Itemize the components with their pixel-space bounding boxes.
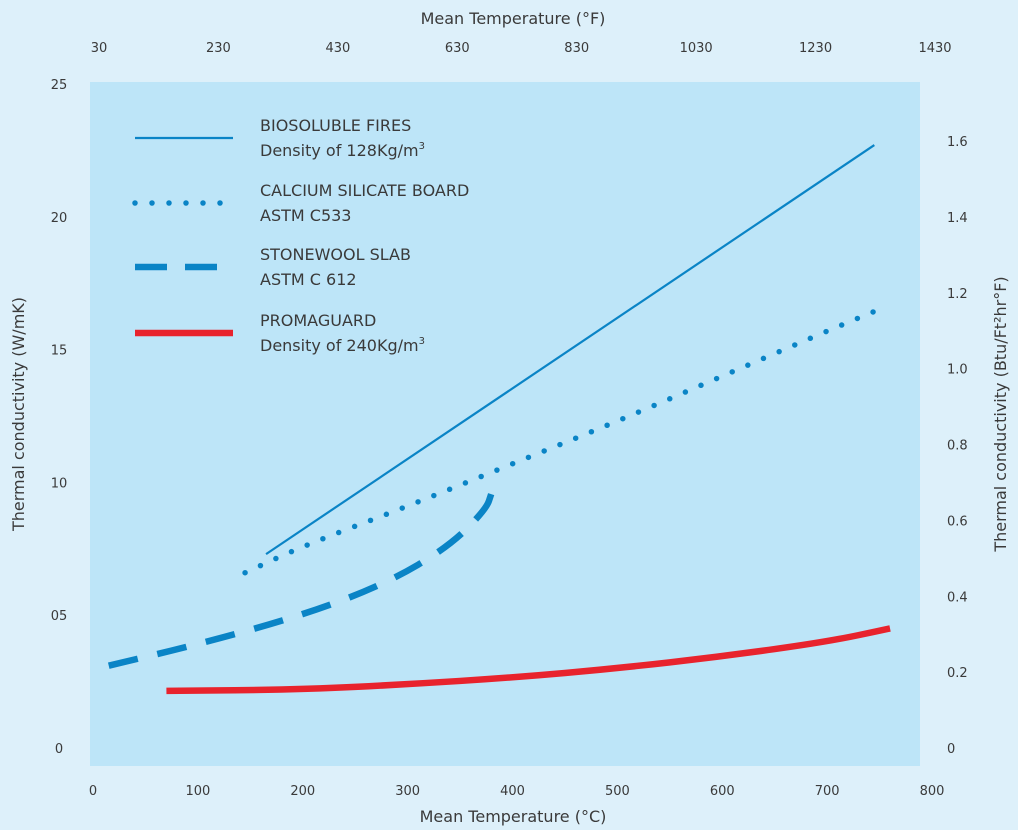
x-bottom-tick-label: 600 xyxy=(710,784,735,799)
legend-label: BIOSOLUBLE FIRES xyxy=(260,116,411,135)
x-top-tick-label: 230 xyxy=(206,41,231,56)
series-line-promaguard xyxy=(166,625,891,695)
x-bottom-tick-label: 300 xyxy=(395,784,420,799)
y-right-tick-label: 0.4 xyxy=(947,590,968,605)
y-left-tick-label: 20 xyxy=(51,211,68,226)
x-top-tick-label: 1430 xyxy=(918,41,951,56)
series-line-calcium-silicate-board xyxy=(242,304,888,576)
x-bottom-tick-label: 500 xyxy=(605,784,630,799)
x-bottom-tick-label: 400 xyxy=(500,784,525,799)
x-top-tick-label: 30 xyxy=(91,41,108,56)
y-left-tick-label: 25 xyxy=(51,78,68,93)
series-line-stonewool-slab xyxy=(107,492,495,669)
x-bottom-tick-labels: 0 100 200 300 400 500 600 700 800 xyxy=(89,784,945,799)
x-bottom-tick-label: 100 xyxy=(185,784,210,799)
y-left-tick-label: 0 xyxy=(55,742,63,757)
x-top-tick-label: 430 xyxy=(325,41,350,56)
y-right-tick-label: 1.2 xyxy=(947,287,968,302)
y-left-axis-title: Thermal conductivity (W/mK) xyxy=(9,297,28,532)
x-top-axis-title: Mean Temperature (°F) xyxy=(421,9,606,28)
y-right-tick-label: 0.6 xyxy=(947,514,968,529)
y-left-tick-label: 05 xyxy=(51,609,68,624)
x-top-tick-label: 830 xyxy=(564,41,589,56)
y-right-tick-labels: 0 0.2 0.4 0.6 0.8 1.0 1.2 1.4 1.6 xyxy=(947,135,968,757)
legend: BIOSOLUBLE FIRES Density of 128Kg/m3 CALCI… xyxy=(132,116,469,355)
y-right-tick-label: 1.0 xyxy=(947,363,968,378)
legend-note: ASTM C 612 xyxy=(260,270,357,289)
legend-label: PROMAGUARD xyxy=(260,311,376,330)
x-bottom-tick-label: 200 xyxy=(290,784,315,799)
y-right-tick-label: 0 xyxy=(947,742,955,757)
y-left-tick-label: 15 xyxy=(51,344,68,359)
legend-note: Density of 128Kg/m3 xyxy=(260,141,425,160)
y-left-tick-labels: 0 05 10 15 20 25 xyxy=(51,78,68,757)
x-bottom-tick-label: 0 xyxy=(89,784,97,799)
legend-label: CALCIUM SILICATE BOARD xyxy=(260,181,469,200)
x-bottom-tick-label: 800 xyxy=(920,784,945,799)
legend-note: ASTM C533 xyxy=(260,206,351,225)
x-top-tick-label: 1230 xyxy=(799,41,832,56)
x-top-tick-label: 630 xyxy=(445,41,470,56)
x-bottom-tick-label: 700 xyxy=(815,784,840,799)
y-right-tick-label: 0.8 xyxy=(947,439,968,454)
y-right-tick-label: 0.2 xyxy=(947,666,968,681)
series-group xyxy=(107,144,891,695)
series-line-biosoluble-fires xyxy=(265,144,875,556)
y-right-axis-title: Thermal conductivity (Btu/Ft²hr°F) xyxy=(991,276,1010,552)
y-left-tick-label: 10 xyxy=(51,476,68,491)
x-top-tick-labels: 30 230 430 630 830 1030 1230 1430 xyxy=(91,41,952,56)
legend-note: Density of 240Kg/m3 xyxy=(260,336,425,355)
plot-area xyxy=(90,82,920,766)
y-right-tick-label: 1.4 xyxy=(947,211,968,226)
y-right-tick-label: 1.6 xyxy=(947,135,968,150)
x-top-tick-label: 1030 xyxy=(680,41,713,56)
legend-label: STONEWOOL SLAB xyxy=(260,245,411,264)
x-bottom-axis-title: Mean Temperature (°C) xyxy=(420,807,607,826)
